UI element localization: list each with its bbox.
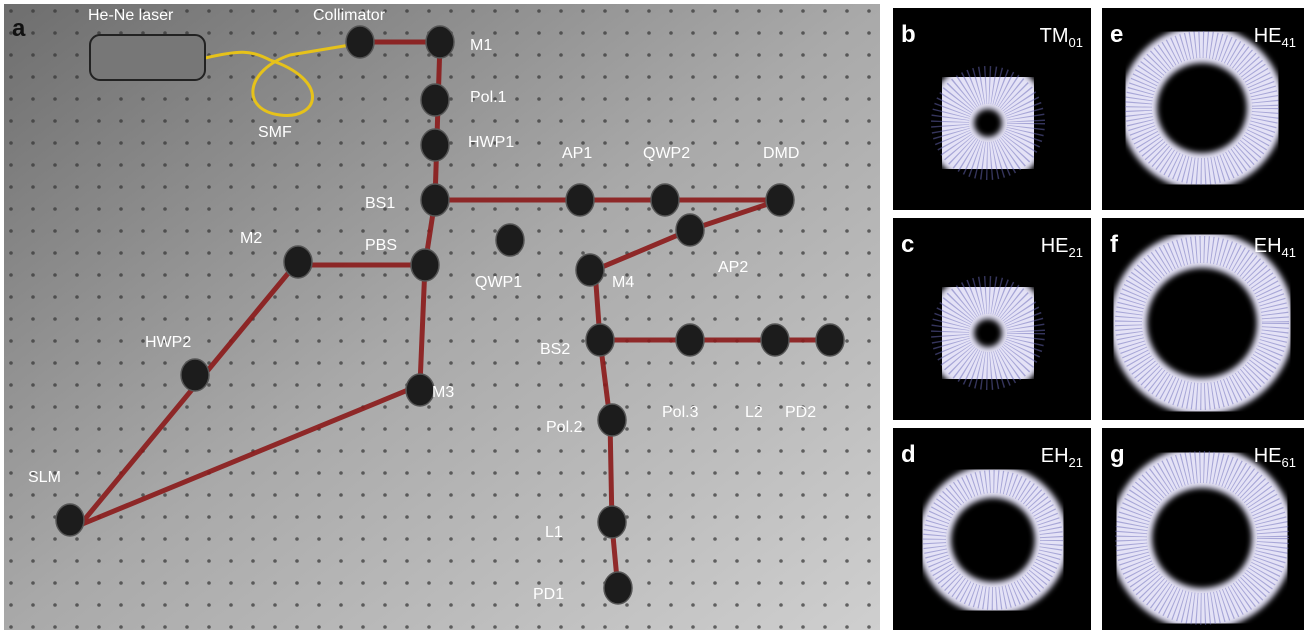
panel-letter: e (1110, 21, 1123, 48)
optic-mount (284, 246, 312, 278)
mode-index: 61 (1282, 455, 1296, 470)
optic-mount (598, 404, 626, 436)
optic-mount (676, 214, 704, 246)
component-label: L2 (745, 404, 763, 421)
component-label: PD2 (785, 404, 816, 421)
optic-mount (576, 254, 604, 286)
optic-mount (421, 129, 449, 161)
component-label: HWP1 (468, 134, 514, 151)
panel-letter: a (12, 15, 26, 42)
panel-letter: b (901, 21, 916, 48)
optic-mount (676, 324, 704, 356)
figure: a He-Ne laser Collimator M1 SMF Pol.1 HWP1 AP1… (0, 0, 1307, 634)
component-label: HWP2 (145, 334, 191, 351)
component-label: QWP1 (475, 274, 522, 291)
optic-mount (604, 572, 632, 604)
component-label: Collimator (313, 7, 386, 24)
mode-family: TM (1040, 25, 1069, 47)
optic-mount (426, 26, 454, 58)
component-label: QWP2 (643, 145, 690, 162)
mode-family: EH (1254, 235, 1282, 257)
component-label: BS2 (540, 341, 570, 358)
optic-mount (651, 184, 679, 216)
component-label: Pol.1 (470, 89, 507, 106)
component-label: SMF (258, 124, 292, 141)
optic-mount (496, 224, 524, 256)
optic-mount (421, 184, 449, 216)
mode-panel: b TM01 (893, 8, 1091, 210)
optic-mount (766, 184, 794, 216)
optic-mount (56, 504, 84, 536)
component-label: PD1 (533, 586, 564, 603)
mode-panel: g HE61 (1102, 428, 1304, 630)
panel-letter: c (901, 231, 914, 258)
mode-index: 41 (1282, 245, 1296, 260)
optic-mount (411, 249, 439, 281)
component-label: M4 (612, 274, 634, 291)
optic-mount (598, 506, 626, 538)
panel-letter: g (1110, 441, 1125, 468)
optic-mount (586, 324, 614, 356)
optic-mount (566, 184, 594, 216)
optic-mount (421, 84, 449, 116)
component-label: DMD (763, 145, 799, 162)
laser (90, 35, 205, 80)
optic-mount (406, 374, 434, 406)
component-label: M1 (470, 37, 492, 54)
mode-family: HE (1254, 25, 1282, 47)
mode-index: 01 (1069, 35, 1083, 50)
mode-index: 21 (1069, 455, 1083, 470)
component-label: Pol.2 (546, 419, 583, 436)
mode-panel: c HE21 (893, 218, 1091, 420)
component-label: PBS (365, 237, 397, 254)
setup-panel: a He-Ne laser Collimator M1 SMF Pol.1 HWP1 AP1… (4, 4, 880, 630)
component-label: M3 (432, 384, 454, 401)
mode-family: HE (1041, 235, 1069, 257)
mode-family: EH (1041, 445, 1069, 467)
optic-mount (761, 324, 789, 356)
component-label: SLM (28, 469, 61, 486)
mode-index: 21 (1069, 245, 1083, 260)
mode-panel: e HE41 (1102, 8, 1304, 210)
component-label: L1 (545, 524, 563, 541)
optic-mount (346, 26, 374, 58)
component-label: He-Ne laser (88, 7, 174, 24)
mode-index: 41 (1282, 35, 1296, 50)
component-label: Pol.3 (662, 404, 699, 421)
component-label: AP2 (718, 259, 748, 276)
panel-letter: f (1110, 231, 1119, 258)
mode-panel: d EH21 (893, 428, 1091, 630)
component-label: M2 (240, 230, 262, 247)
mode-panel: f EH41 (1102, 218, 1304, 420)
optic-mount (181, 359, 209, 391)
mode-family: HE (1254, 445, 1282, 467)
optic-mount (816, 324, 844, 356)
panel-letter: d (901, 441, 916, 468)
component-label: AP1 (562, 145, 592, 162)
component-label: BS1 (365, 195, 395, 212)
